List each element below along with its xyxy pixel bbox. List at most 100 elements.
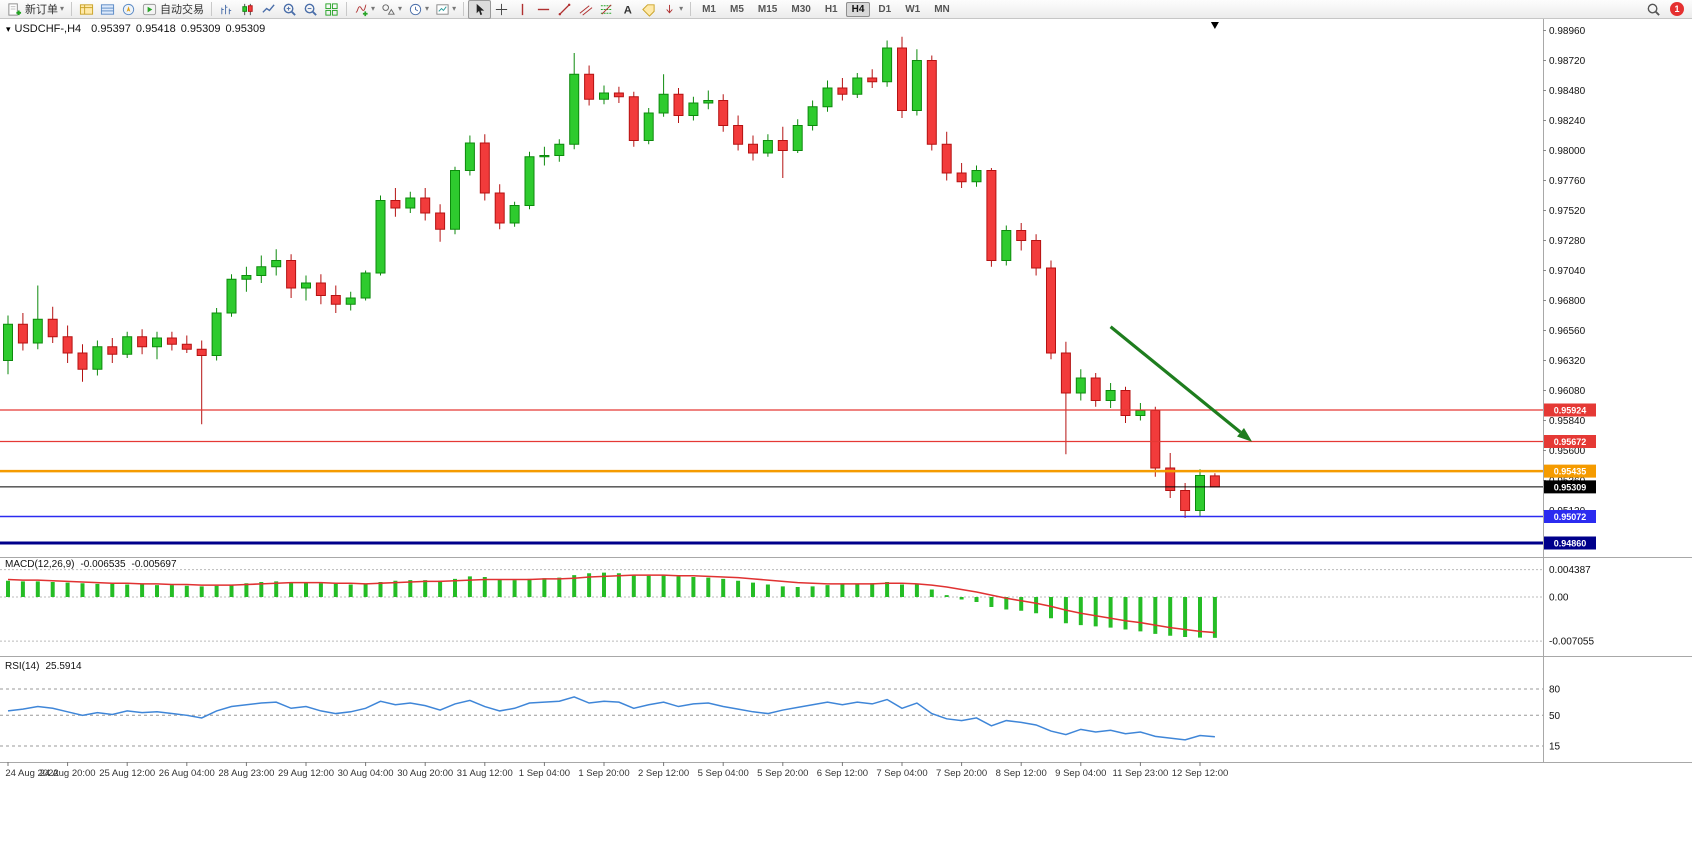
trend-arrow-annotation[interactable] [1109,325,1253,442]
cursor-button[interactable] [468,0,492,19]
symbol-period: USDCHF-,H4 [14,23,82,35]
svg-text:1 Sep 04:00: 1 Sep 04:00 [519,768,570,779]
crosshair-button[interactable] [491,1,512,18]
toolbar-right: 1 [1643,1,1688,18]
tile-windows-icon [325,2,338,16]
trendline-button[interactable] [554,1,575,18]
new-order-icon [8,2,22,16]
new-order-button[interactable]: 新订单 ▾ [4,1,67,18]
tile-windows-button[interactable] [321,1,342,18]
trendline-icon [558,3,571,15]
text-icon: A [624,4,632,16]
svg-text:0.96560: 0.96560 [1549,326,1586,337]
svg-text:5 Sep 04:00: 5 Sep 04:00 [698,768,749,779]
timeframe-button-M30[interactable]: M30 [791,4,811,15]
chevron-down-icon: ▾ [371,4,376,13]
svg-text:30 Aug 20:00: 30 Aug 20:00 [397,768,453,779]
timeframe-button-H1[interactable]: H1 [824,4,838,15]
objects-button[interactable]: ▾ [378,1,405,18]
indicators-button[interactable]: ▾ [351,1,378,18]
label-button[interactable] [638,1,659,18]
candlestick-chart-icon [242,3,253,15]
fibonacci-button[interactable] [596,1,617,18]
timeframe-button-D1[interactable]: D1 [878,4,892,15]
label-icon [642,3,655,17]
svg-text:6 Sep 12:00: 6 Sep 12:00 [817,768,868,779]
svg-text:24 Aug 20:00: 24 Aug 20:00 [40,768,96,779]
algo-trading-icon [142,3,157,15]
svg-text:0.98480: 0.98480 [1549,86,1586,97]
svg-text:0.97520: 0.97520 [1549,206,1586,217]
chevron-down-icon: ▾ [60,4,65,13]
zoom-in-button[interactable] [279,1,300,18]
separator [71,2,73,16]
algo-trading-button[interactable]: 自动交易 [139,1,207,18]
svg-text:50: 50 [1549,711,1561,722]
bar-chart-icon [221,4,232,14]
ohlc-open: 0.95397 [91,23,131,35]
svg-text:7 Sep 20:00: 7 Sep 20:00 [936,768,987,779]
notifications-badge[interactable]: 1 [1670,2,1684,16]
separator [463,2,465,16]
panel-frame [0,19,1692,763]
period-button[interactable]: ▾ [405,1,432,18]
separator [346,2,348,16]
data-window-button[interactable] [97,1,118,18]
candlestick-chart-button[interactable] [237,1,258,18]
line-chart-button[interactable] [258,1,279,18]
level-lines-layer[interactable]: 0.95924 0.95672 0.95435 0.95309 0.95072 0.948… [0,403,1596,550]
macd-name: MACD(12,26,9) [5,559,75,570]
navigator-icon [122,3,135,15]
line-chart-icon [262,3,275,13]
timeframe-button-W1[interactable]: W1 [905,4,921,15]
svg-text:25 Aug 12:00: 25 Aug 12:00 [99,768,155,779]
text-button[interactable]: A [617,1,638,18]
objects-icon [382,3,395,15]
svg-text:0.95840: 0.95840 [1549,416,1586,427]
vertical-line-icon [521,3,524,15]
new-order-label: 新订单 [25,4,58,16]
search-button[interactable] [1643,1,1664,18]
macd-signal-value: -0.005697 [131,559,177,570]
svg-text:80: 80 [1549,685,1561,696]
vertical-line-button[interactable] [512,1,533,18]
rsi-panel: 80 50 15 [0,685,1561,753]
market-watch-button[interactable] [76,1,97,18]
ohlc-high: 0.95418 [135,23,176,35]
collapse-triangle-icon[interactable]: ▾ [6,24,11,34]
svg-text:A: A [624,4,632,16]
equidistant-channel-button[interactable] [575,1,596,18]
timeframe-button-M1[interactable]: M1 [702,4,716,15]
navigator-button[interactable] [118,1,139,18]
svg-text:29 Aug 12:00: 29 Aug 12:00 [278,768,334,779]
arrows-button[interactable]: ▾ [659,1,686,18]
bar-chart-button[interactable] [216,1,237,18]
rsi-name: RSI(14) [5,661,40,672]
chevron-down-icon: ▾ [679,4,684,13]
chart-settings-button[interactable]: ▾ [432,1,459,18]
chart-title: ▾ USDCHF-,H4 0.95397 0.95418 0.95309 0.95309 [6,23,270,35]
svg-text:28 Aug 23:00: 28 Aug 23:00 [218,768,274,779]
svg-text:0.97040: 0.97040 [1549,266,1586,277]
indicators-icon [355,3,368,16]
svg-text:26 Aug 04:00: 26 Aug 04:00 [159,768,215,779]
chart-settings-icon [436,3,449,15]
timeframe-button-H4[interactable]: H4 [845,2,871,17]
macd-indicator-label: MACD(12,26,9) -0.006535 -0.005697 [5,559,183,570]
svg-text:0.98720: 0.98720 [1549,56,1586,67]
svg-text:0.98240: 0.98240 [1549,116,1586,127]
svg-text:0.95072: 0.95072 [1554,512,1587,522]
horizontal-line-button[interactable] [533,1,554,18]
svg-text:11 Sep 23:00: 11 Sep 23:00 [1112,768,1168,779]
timeframe-button-M15[interactable]: M15 [757,4,778,15]
svg-text:0.00: 0.00 [1549,593,1569,604]
ohlc-close: 0.95309 [225,23,266,35]
timeframe-button-MN[interactable]: MN [934,4,950,15]
svg-text:9 Sep 04:00: 9 Sep 04:00 [1055,768,1106,779]
zoom-out-button[interactable] [300,1,321,18]
algo-trading-label: 自动交易 [160,4,205,16]
timeframe-button-M5[interactable]: M5 [730,4,744,15]
